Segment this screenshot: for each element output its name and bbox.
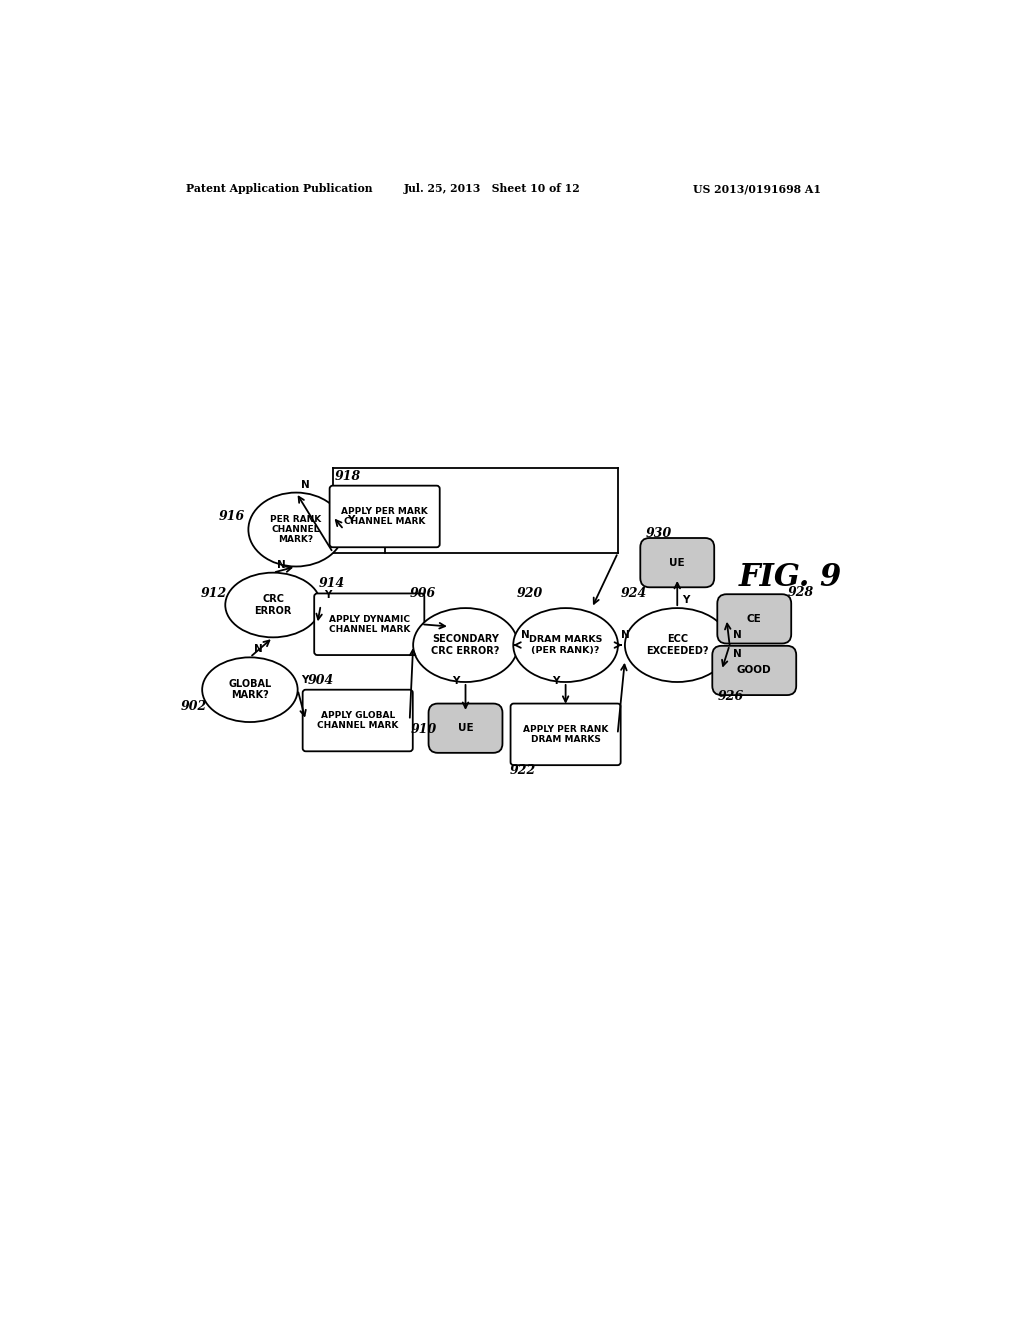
Text: PER RANK
CHANNEL
MARK?: PER RANK CHANNEL MARK?: [270, 515, 322, 544]
Text: GOOD: GOOD: [737, 665, 771, 676]
Text: 910: 910: [411, 723, 437, 737]
Text: 926: 926: [718, 690, 743, 702]
FancyBboxPatch shape: [314, 594, 424, 655]
Text: GLOBAL
MARK?: GLOBAL MARK?: [228, 678, 271, 701]
Text: APPLY PER RANK
DRAM MARKS: APPLY PER RANK DRAM MARKS: [523, 725, 608, 744]
Ellipse shape: [625, 609, 730, 682]
Text: 912: 912: [201, 587, 227, 601]
Text: UE: UE: [670, 557, 685, 568]
Text: 924: 924: [621, 587, 647, 601]
FancyBboxPatch shape: [713, 645, 797, 696]
Text: N: N: [301, 479, 309, 490]
Text: N: N: [733, 631, 741, 640]
Text: 916: 916: [219, 511, 246, 524]
Text: 930: 930: [646, 527, 672, 540]
Text: 922: 922: [510, 764, 536, 777]
Text: 904: 904: [307, 673, 334, 686]
Text: Jul. 25, 2013   Sheet 10 of 12: Jul. 25, 2013 Sheet 10 of 12: [403, 183, 581, 194]
Text: US 2013/0191698 A1: US 2013/0191698 A1: [692, 183, 820, 194]
Text: APPLY DYNAMIC
CHANNEL MARK: APPLY DYNAMIC CHANNEL MARK: [329, 615, 410, 634]
Text: 902: 902: [180, 700, 207, 713]
Text: N: N: [521, 631, 529, 640]
Text: Y: Y: [682, 595, 689, 605]
Text: ECC
EXCEEDED?: ECC EXCEEDED?: [646, 634, 709, 656]
Text: 920: 920: [517, 587, 544, 601]
Text: Y: Y: [347, 515, 354, 525]
FancyBboxPatch shape: [303, 689, 413, 751]
Text: 906: 906: [410, 587, 435, 601]
Text: SECONDARY
CRC ERROR?: SECONDARY CRC ERROR?: [431, 634, 500, 656]
Text: FIG. 9: FIG. 9: [739, 562, 842, 594]
Text: Y: Y: [452, 676, 459, 686]
Text: UE: UE: [458, 723, 473, 733]
Text: N: N: [276, 560, 286, 570]
FancyBboxPatch shape: [640, 539, 714, 587]
FancyBboxPatch shape: [511, 704, 621, 766]
Text: Y: Y: [301, 675, 308, 685]
Text: 918: 918: [334, 470, 360, 483]
Text: Y: Y: [324, 590, 331, 601]
Text: CE: CE: [746, 614, 762, 624]
Text: APPLY PER MARK
CHANNEL MARK: APPLY PER MARK CHANNEL MARK: [341, 507, 428, 527]
Ellipse shape: [513, 609, 617, 682]
Text: DRAM MARKS
(PER RANK)?: DRAM MARKS (PER RANK)?: [529, 635, 602, 655]
FancyBboxPatch shape: [429, 704, 503, 752]
Text: CRC
ERROR: CRC ERROR: [254, 594, 292, 616]
FancyBboxPatch shape: [330, 486, 439, 548]
Ellipse shape: [249, 492, 344, 566]
FancyBboxPatch shape: [717, 594, 792, 644]
Ellipse shape: [413, 609, 518, 682]
Text: Patent Application Publication: Patent Application Publication: [186, 183, 373, 194]
Text: 914: 914: [318, 577, 345, 590]
Ellipse shape: [225, 573, 321, 638]
Text: N: N: [254, 644, 262, 655]
Text: N: N: [621, 631, 630, 640]
Ellipse shape: [202, 657, 298, 722]
Text: 928: 928: [788, 586, 814, 599]
Text: APPLY GLOBAL
CHANNEL MARK: APPLY GLOBAL CHANNEL MARK: [317, 710, 398, 730]
Text: N: N: [733, 649, 741, 659]
Text: Y: Y: [552, 676, 559, 686]
